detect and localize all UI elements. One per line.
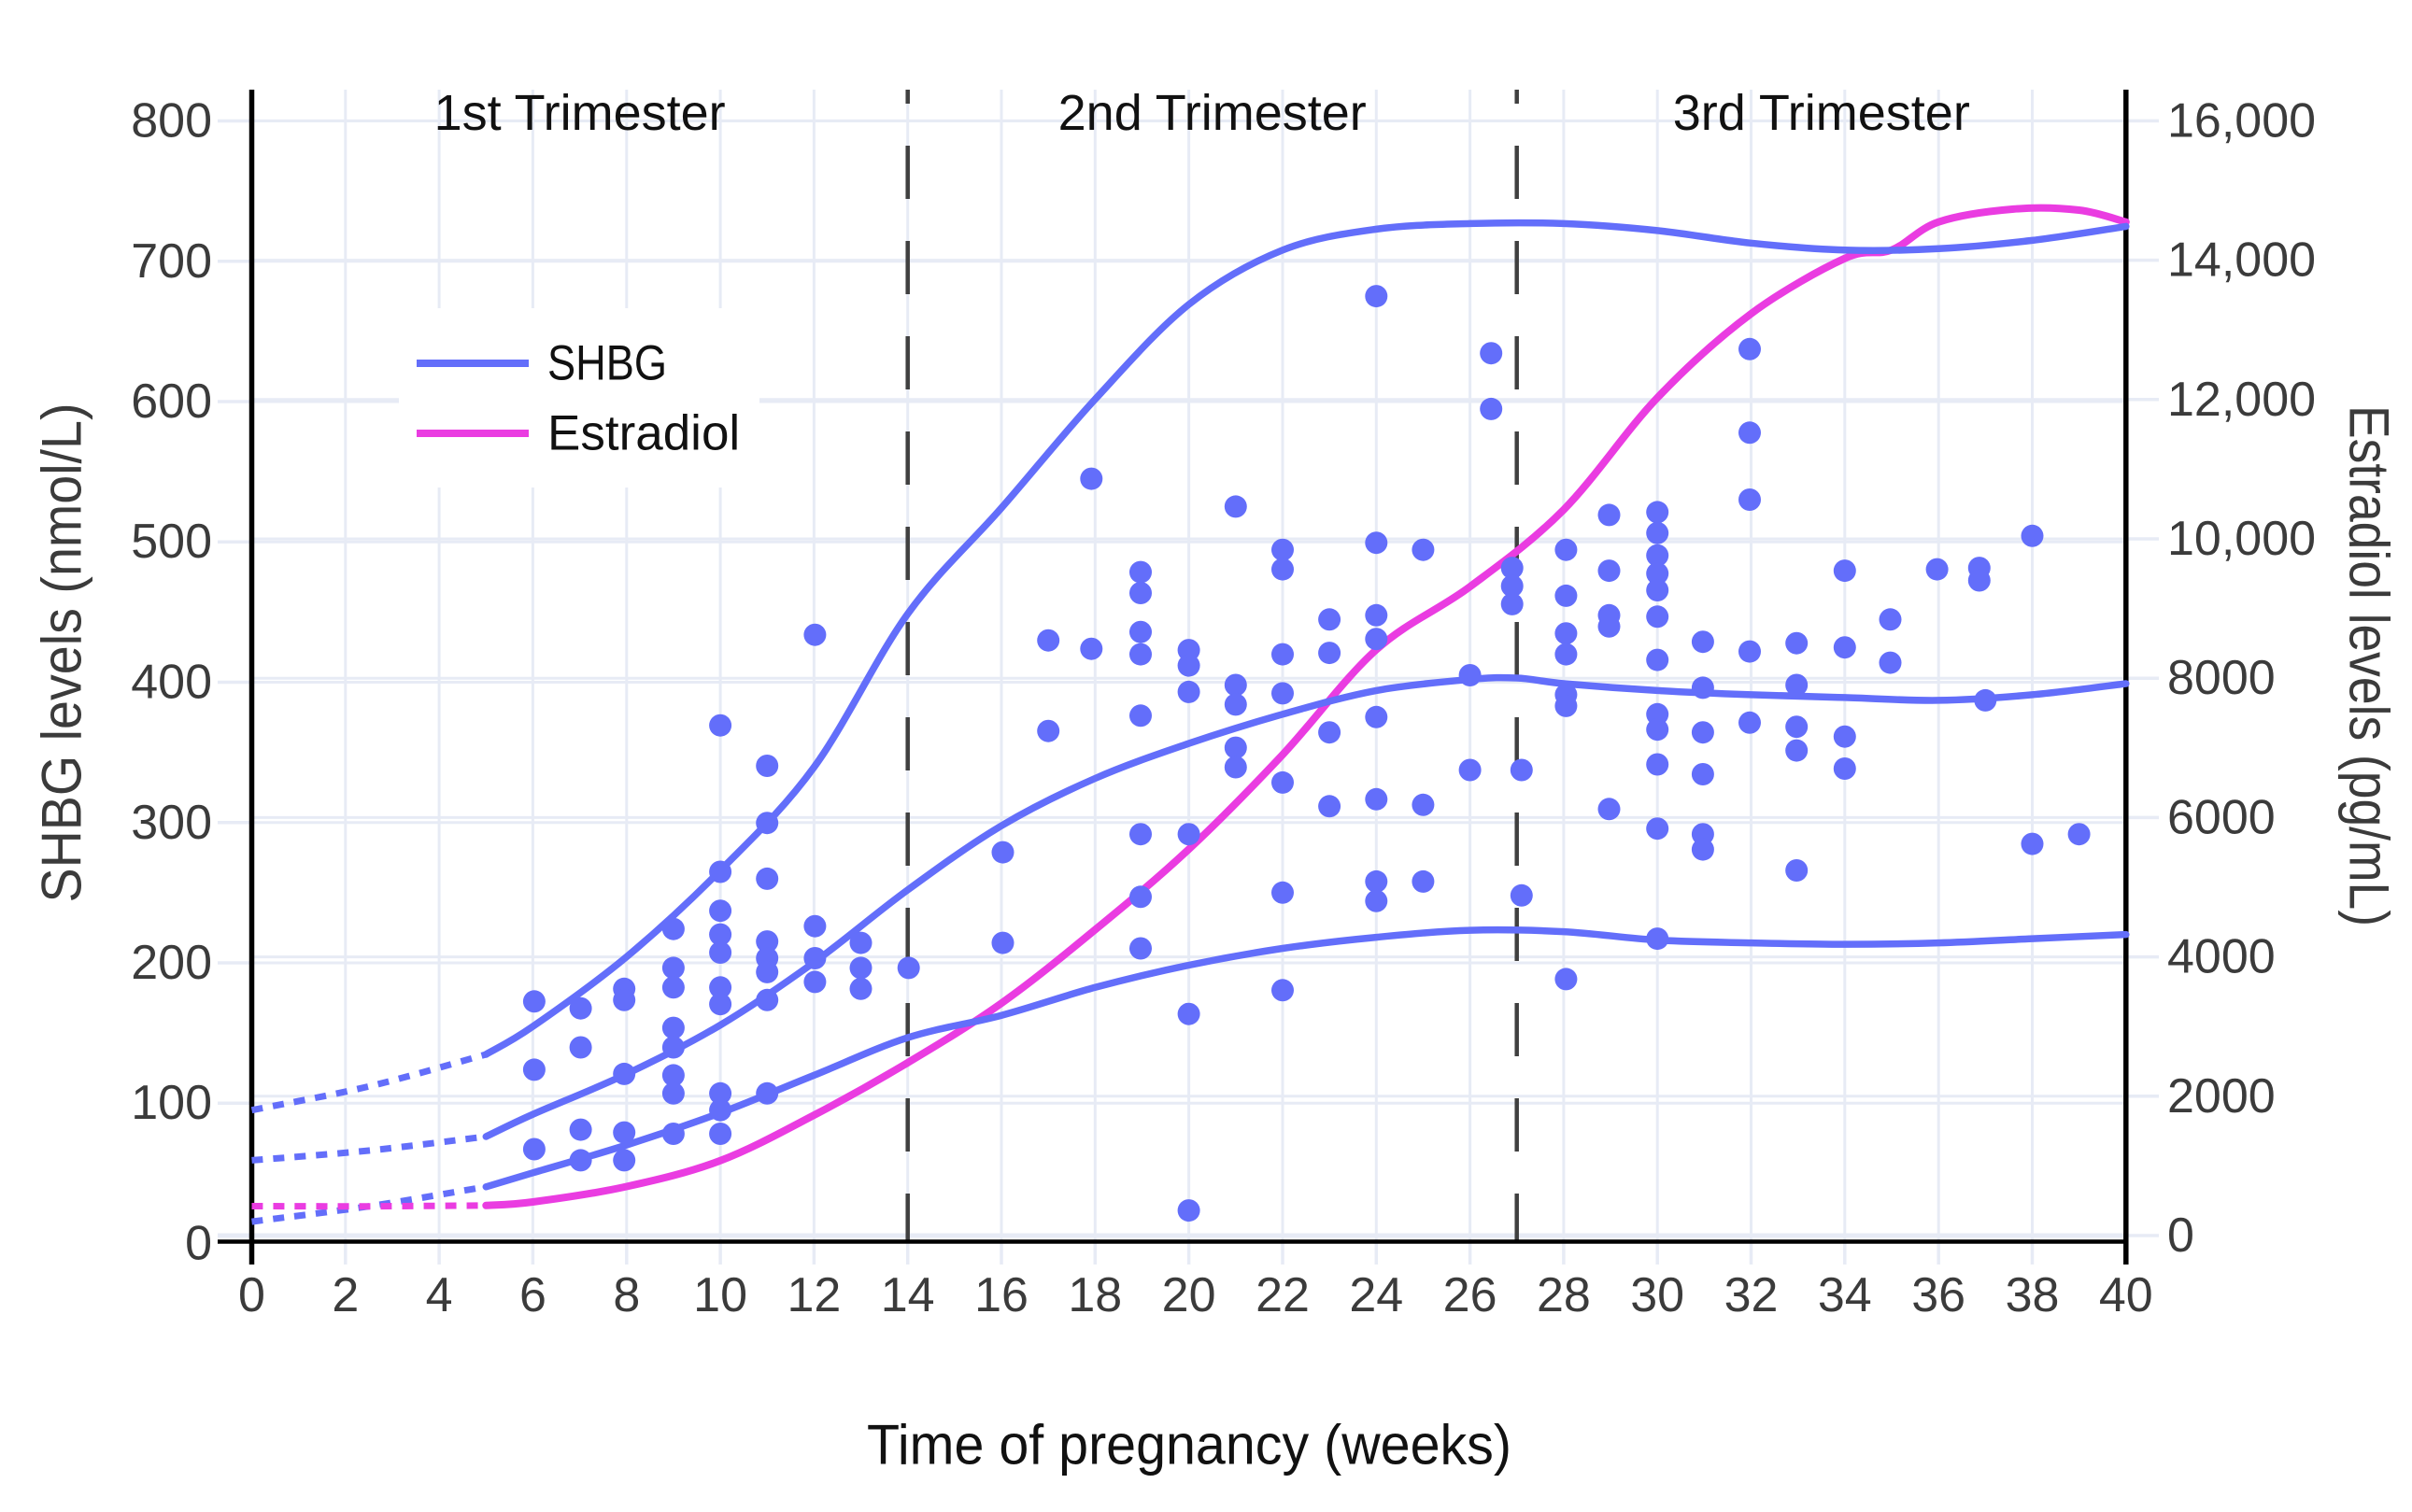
svg-text:34: 34 [1818,1268,1872,1322]
svg-text:10: 10 [693,1268,747,1322]
svg-text:0: 0 [2167,1208,2194,1263]
svg-text:14,000: 14,000 [2167,233,2316,288]
svg-text:16,000: 16,000 [2167,93,2316,148]
svg-text:12: 12 [787,1268,841,1322]
svg-text:SHBG levels (nmol/L): SHBG levels (nmol/L) [31,403,93,903]
svg-text:500: 500 [131,515,212,569]
svg-text:2000: 2000 [2167,1069,2276,1123]
svg-text:8: 8 [613,1268,640,1322]
svg-text:100: 100 [131,1076,212,1130]
svg-text:4: 4 [426,1268,453,1322]
svg-text:40: 40 [2099,1268,2153,1322]
svg-text:SHBG: SHBG [547,336,667,391]
svg-text:200: 200 [131,936,212,990]
svg-text:38: 38 [2006,1268,2060,1322]
svg-text:400: 400 [131,656,212,710]
svg-text:3rd Trimester: 3rd Trimester [1673,85,1970,141]
svg-text:300: 300 [131,796,212,850]
svg-text:26: 26 [1443,1268,1497,1322]
svg-text:Estradiol: Estradiol [547,406,740,461]
svg-text:1st Trimester: 1st Trimester [434,85,726,141]
svg-text:20: 20 [1162,1268,1216,1322]
svg-text:2: 2 [332,1268,359,1322]
svg-text:6000: 6000 [2167,790,2276,844]
svg-text:28: 28 [1537,1268,1591,1322]
svg-text:22: 22 [1256,1268,1310,1322]
svg-text:0: 0 [185,1217,212,1271]
svg-text:700: 700 [131,234,212,289]
svg-text:2nd Trimester: 2nd Trimester [1058,85,1367,141]
svg-text:32: 32 [1724,1268,1779,1322]
svg-text:24: 24 [1349,1268,1403,1322]
svg-text:14: 14 [881,1268,935,1322]
svg-text:4000: 4000 [2167,930,2276,984]
svg-text:12,000: 12,000 [2167,373,2316,427]
svg-text:6: 6 [519,1268,546,1322]
svg-text:8000: 8000 [2167,651,2276,705]
svg-text:18: 18 [1068,1268,1122,1322]
svg-text:800: 800 [131,94,212,148]
svg-text:36: 36 [1911,1268,1965,1322]
svg-text:10,000: 10,000 [2167,512,2316,566]
svg-text:30: 30 [1630,1268,1684,1322]
svg-text:16: 16 [974,1268,1029,1322]
svg-text:600: 600 [131,374,212,429]
svg-text:Time of pregnancy (weeks): Time of pregnancy (weeks) [867,1414,1511,1477]
svg-text:0: 0 [238,1268,265,1322]
svg-text:Estradiol levels (pg/mL): Estradiol levels (pg/mL) [2338,405,2401,926]
